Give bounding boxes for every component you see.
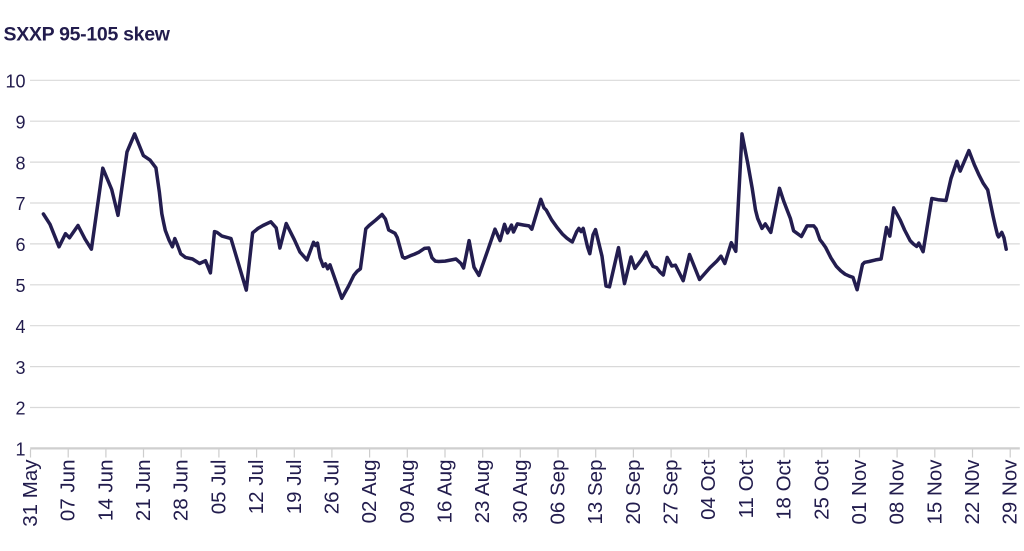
svg-text:20 Sep: 20 Sep	[622, 460, 645, 525]
svg-text:06 Sep: 06 Sep	[547, 460, 570, 525]
svg-text:3: 3	[15, 358, 25, 378]
svg-text:04 Oct: 04 Oct	[697, 459, 720, 520]
svg-text:5: 5	[15, 276, 25, 296]
svg-text:08 Nov: 08 Nov	[886, 459, 909, 525]
svg-text:05 Jul: 05 Jul	[207, 460, 230, 515]
svg-text:16 Aug: 16 Aug	[434, 460, 457, 524]
svg-text:31 May: 31 May	[19, 459, 42, 527]
svg-text:21 Jun: 21 Jun	[132, 460, 155, 522]
svg-text:18 Oct: 18 Oct	[773, 459, 796, 520]
svg-text:28 Jun: 28 Jun	[170, 460, 193, 522]
svg-text:23 Aug: 23 Aug	[471, 460, 494, 524]
svg-text:10: 10	[5, 72, 25, 92]
svg-text:02 Aug: 02 Aug	[358, 460, 381, 524]
svg-text:1: 1	[15, 440, 25, 460]
svg-text:19 Jul: 19 Jul	[283, 460, 306, 515]
svg-text:13 Sep: 13 Sep	[584, 460, 607, 525]
svg-text:01 Nov: 01 Nov	[848, 459, 871, 525]
svg-text:7: 7	[15, 194, 25, 214]
svg-text:6: 6	[15, 235, 25, 255]
svg-text:11 Oct: 11 Oct	[735, 459, 758, 518]
svg-text:07 Jun: 07 Jun	[57, 460, 80, 522]
svg-text:15 Nov: 15 Nov	[923, 459, 946, 525]
svg-text:12 Jul: 12 Jul	[245, 460, 268, 515]
svg-text:22 N0v: 22 N0v	[961, 459, 984, 525]
svg-text:25 Oct: 25 Oct	[810, 459, 833, 520]
svg-text:09 Aug: 09 Aug	[396, 460, 419, 524]
svg-text:29 Nov: 29 Nov	[999, 459, 1022, 525]
svg-text:2: 2	[15, 399, 25, 419]
svg-text:8: 8	[15, 153, 25, 173]
svg-text:4: 4	[15, 317, 25, 337]
svg-text:26 Jul: 26 Jul	[320, 460, 343, 515]
svg-text:SXXP 95-105 skew: SXXP 95-105 skew	[4, 24, 171, 46]
svg-text:30 Aug: 30 Aug	[509, 460, 532, 524]
svg-text:27 Sep: 27 Sep	[660, 460, 683, 525]
svg-text:9: 9	[15, 112, 25, 132]
svg-text:14 Jun: 14 Jun	[94, 460, 117, 522]
